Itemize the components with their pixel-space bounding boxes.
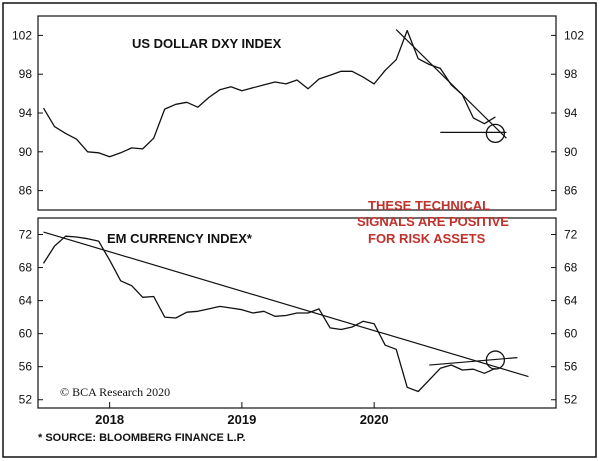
dxy-ytick-label-left-2: 94	[19, 106, 33, 120]
em-ytick-label-left-5: 72	[19, 228, 33, 242]
dxy-title: US DOLLAR DXY INDEX	[132, 36, 282, 51]
em-ytick-label-right-3: 64	[564, 294, 578, 308]
x-tick-label-2: 2020	[360, 412, 389, 427]
em-ytick-label-left-3: 64	[19, 294, 33, 308]
em-ytick-label-left-1: 56	[19, 360, 33, 374]
annotation-text: THESE TECHNICAL SIGNALS ARE POSITIVE FOR…	[357, 198, 509, 246]
dxy-ytick-label-left-4: 102	[12, 28, 32, 42]
annotation-line-3: FOR RISK ASSETS	[368, 231, 486, 246]
em-uptrend-line	[429, 357, 518, 366]
dxy-ytick-label-left-1: 90	[19, 145, 33, 159]
em-ytick-label-left-2: 60	[19, 327, 33, 341]
dxy-ytick-label-left-0: 86	[19, 184, 33, 198]
dxy-ytick-label-right-3: 98	[564, 67, 578, 81]
x-tick-label-1: 2019	[227, 412, 256, 427]
em-ytick-label-right-0: 52	[564, 393, 578, 407]
x-axis: 2018 2019 2020	[95, 402, 389, 427]
dxy-ytick-label-right-4: 102	[564, 28, 584, 42]
source-note: * SOURCE: BLOOMBERG FINANCE L.P.	[38, 432, 246, 444]
em-ytick-label-right-2: 60	[564, 327, 578, 341]
em-panel: EM CURRENCY INDEX* 52 52 56 56 60 60 64 64 68 68 7…	[19, 217, 578, 409]
dxy-ytick-label-right-2: 94	[564, 106, 578, 120]
em-panel-frame	[37, 217, 557, 409]
em-ytick-label-right-1: 56	[564, 360, 578, 374]
em-title: EM CURRENCY INDEX*	[107, 231, 253, 246]
em-downtrend-line	[43, 231, 529, 378]
dxy-signal-circle	[485, 123, 506, 144]
em-ytick-label-right-5: 72	[564, 228, 578, 242]
em-series-line-0	[42, 235, 496, 393]
x-tick-label-0: 2018	[95, 412, 124, 427]
dxy-downtrend-line	[395, 29, 507, 139]
dxy-ytick-label-right-0: 86	[564, 184, 578, 198]
annotation-line-2: SIGNALS ARE POSITIVE	[357, 214, 509, 229]
em-signal-circle	[485, 350, 506, 370]
em-ytick-label-left-0: 52	[19, 393, 33, 407]
dxy-ytick-label-right-1: 90	[564, 145, 578, 159]
dxy-panel: US DOLLAR DXY INDEX 86 86 90 90 94 94 98 98 102 1…	[12, 15, 584, 211]
annotation-line-1: THESE TECHNICAL	[368, 198, 490, 213]
em-ytick-label-left-4: 68	[19, 261, 33, 275]
em-ytick-label-right-4: 68	[564, 261, 578, 275]
dxy-ytick-label-left-3: 98	[19, 67, 33, 81]
credit-text: © BCA Research 2020	[60, 385, 170, 399]
dxy-series-line-0	[42, 29, 496, 158]
